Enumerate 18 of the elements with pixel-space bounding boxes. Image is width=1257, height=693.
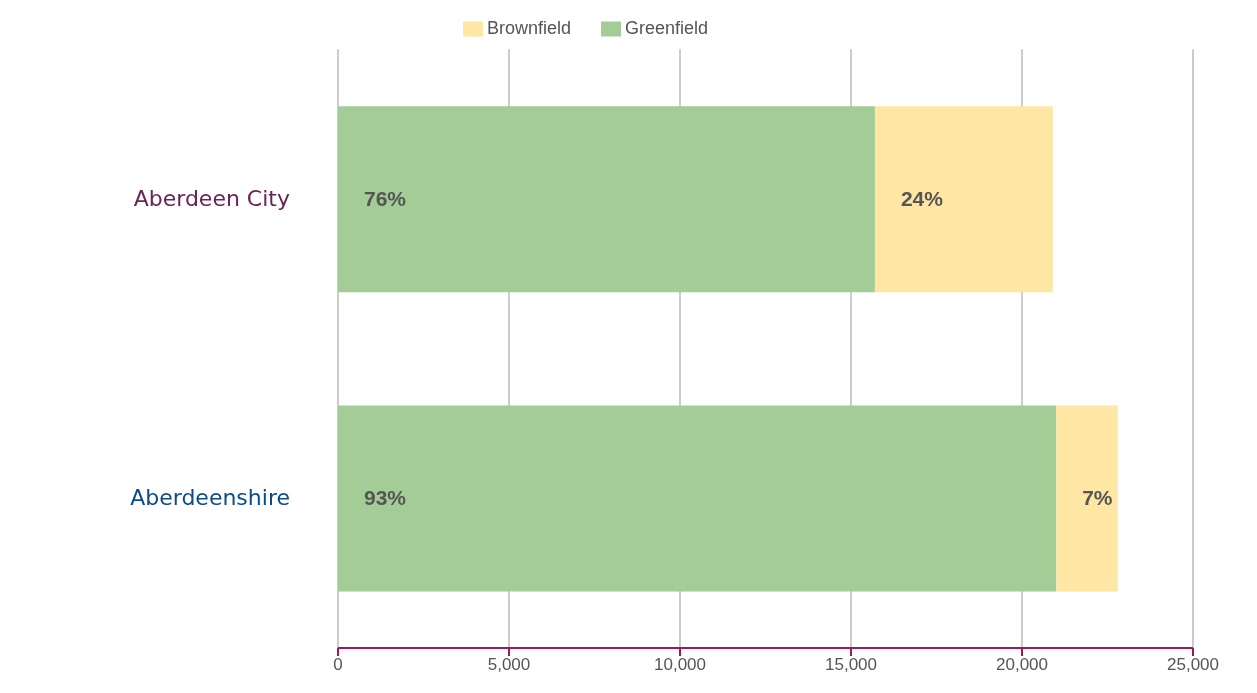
x-tick-label: 0 [333,655,343,675]
legend-label: Brownfield [486,18,571,38]
y-tick-label: Aberdeen City [133,185,290,211]
x-tick-label: 25,000 [1167,655,1219,675]
bar [1056,405,1118,592]
legend-label: Greenfield [624,18,709,38]
annotation: 93% [364,486,407,510]
x-tick-label: 5,000 [487,655,531,675]
annotation: 24% [900,186,944,210]
x-tick-label: 20,000 [996,655,1048,675]
annotation: 76% [364,186,407,210]
x-tick-label: 15,000 [825,655,877,675]
y-tick-label: Aberdeenshire [130,485,290,511]
x-tick-label: 10,000 [654,655,706,675]
bar [874,106,1053,293]
annotation: 7% [1082,486,1113,510]
bar [338,405,1057,592]
bar [338,106,875,293]
